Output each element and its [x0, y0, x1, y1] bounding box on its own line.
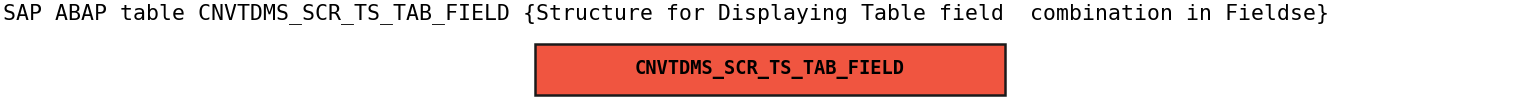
- Text: SAP ABAP table CNVTDMS_SCR_TS_TAB_FIELD {Structure for Displaying Table field  c: SAP ABAP table CNVTDMS_SCR_TS_TAB_FIELD …: [3, 3, 1329, 24]
- Text: CNVTDMS_SCR_TS_TAB_FIELD: CNVTDMS_SCR_TS_TAB_FIELD: [634, 60, 906, 79]
- FancyBboxPatch shape: [536, 44, 1006, 95]
